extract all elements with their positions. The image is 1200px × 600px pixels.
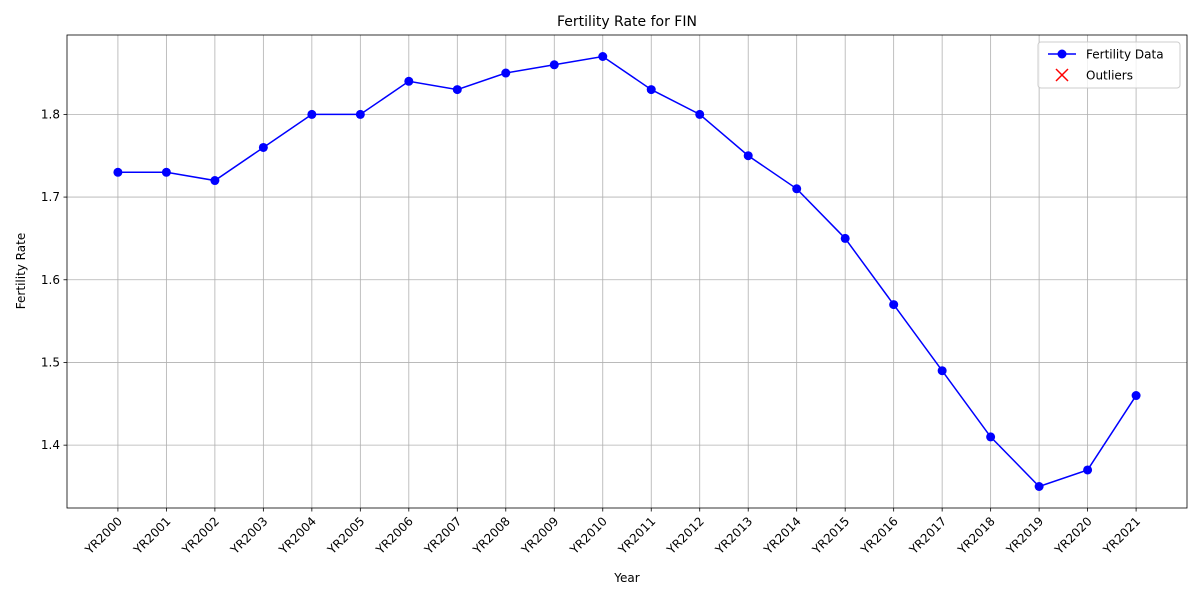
- data-point: [889, 300, 899, 310]
- x-tick-label: YR2011: [615, 514, 658, 557]
- data-point: [743, 151, 753, 161]
- x-tick-label: YR2000: [82, 514, 125, 557]
- data-point: [1034, 482, 1044, 491]
- x-tick-label: YR2008: [470, 514, 513, 557]
- data-point: [452, 85, 462, 95]
- x-tick-label: YR2009: [518, 514, 561, 557]
- data-point: [161, 167, 171, 177]
- y-axis-label: Fertility Rate: [14, 233, 28, 309]
- x-tick-label: YR2019: [1003, 514, 1046, 557]
- x-tick-label: YR2002: [179, 514, 222, 557]
- y-tick-label: 1.6: [41, 273, 60, 287]
- data-point: [501, 68, 511, 78]
- series-line: [117, 55, 1137, 488]
- data-point: [1083, 465, 1093, 475]
- x-axis-label: Year: [613, 571, 639, 585]
- y-tick-label: 1.8: [41, 107, 60, 121]
- data-point: [1131, 391, 1141, 401]
- x-tick-label: YR2018: [954, 514, 997, 557]
- legend-marker: [1057, 49, 1067, 59]
- data-point: [113, 167, 123, 177]
- x-tick-label: YR2014: [761, 514, 804, 557]
- x-tick-label: YR2012: [664, 514, 707, 557]
- data-point: [986, 432, 996, 442]
- data-point: [937, 366, 947, 376]
- x-tick-label: YR2003: [227, 514, 270, 557]
- data-point: [695, 109, 705, 119]
- data-point: [792, 184, 802, 194]
- data-point: [549, 60, 559, 70]
- data-point: [404, 76, 414, 86]
- data-point: [646, 85, 656, 95]
- data-point: [258, 142, 268, 152]
- x-tick-label: YR2013: [712, 514, 755, 557]
- x-tick-label: YR2001: [130, 514, 173, 557]
- x-tick-label: YR2004: [276, 514, 319, 557]
- data-point: [355, 109, 365, 119]
- x-tick-label: YR2007: [421, 514, 464, 557]
- legend-label: Outliers: [1086, 69, 1133, 83]
- data-point: [840, 233, 850, 243]
- chart-title: Fertility Rate for FIN: [557, 14, 697, 30]
- y-tick-label: 1.5: [41, 355, 60, 369]
- x-tick-label: YR2006: [373, 514, 416, 557]
- legend-marker: [1055, 68, 1069, 82]
- legend-label: Fertility Data: [1086, 48, 1164, 62]
- data-point: [598, 52, 608, 61]
- x-tick-label: YR2017: [906, 514, 949, 557]
- x-tick-label: YR2021: [1100, 514, 1143, 557]
- data-point: [210, 176, 220, 186]
- y-tick-label: 1.7: [41, 190, 60, 204]
- x-tick-label: YR2016: [857, 514, 900, 557]
- x-tick-label: YR2010: [567, 514, 610, 557]
- x-tick-label: YR2015: [809, 514, 852, 557]
- x-tick-label: YR2020: [1051, 514, 1094, 557]
- data-point: [307, 109, 317, 119]
- plot-frame: [66, 34, 1188, 509]
- y-tick-label: 1.4: [41, 438, 60, 452]
- x-tick-label: YR2005: [324, 514, 367, 557]
